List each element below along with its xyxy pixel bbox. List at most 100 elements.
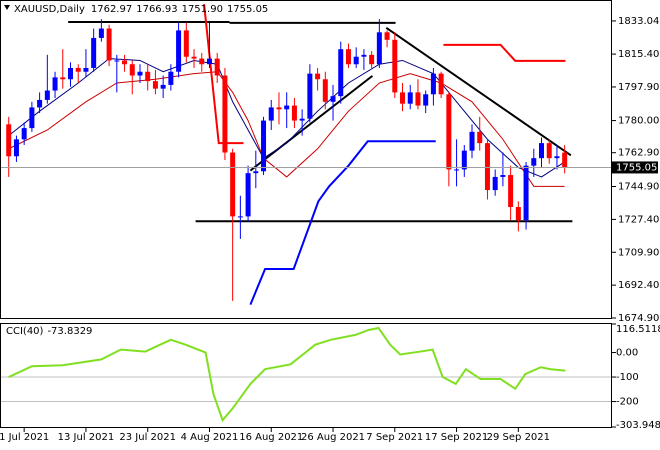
candle-body bbox=[191, 56, 197, 59]
candle-body bbox=[492, 176, 498, 191]
x-tick-label: 23 Jul 2021 bbox=[119, 432, 176, 443]
indicator-line bbox=[8, 71, 565, 187]
candle-body bbox=[114, 60, 120, 62]
x-tick-label: 7 Sep 2021 bbox=[366, 432, 423, 443]
indicator-line bbox=[203, 4, 244, 145]
candle-body bbox=[500, 175, 506, 177]
candle-body bbox=[276, 107, 282, 110]
candle-body bbox=[392, 39, 398, 93]
candle-body bbox=[539, 143, 545, 159]
price-plot bbox=[1, 4, 611, 306]
y-tick-label: -303.9481 bbox=[616, 420, 660, 431]
y-tick-label: 1692.40 bbox=[618, 280, 659, 291]
candle-body bbox=[44, 90, 50, 100]
candle-body bbox=[531, 158, 537, 166]
last-price-label: 1755.05 bbox=[616, 162, 657, 173]
chart-title: XAUUSD,Daily bbox=[14, 4, 85, 15]
main-frame bbox=[0, 0, 612, 319]
trendline bbox=[249, 75, 374, 172]
x-tick-label: 1 Jul 2021 bbox=[0, 432, 49, 443]
labels: 1833.04 1815.40 1797.90 1780.00 1762.90 1744.… bbox=[0, 4, 660, 443]
candle-body bbox=[106, 28, 112, 61]
candle-body bbox=[145, 71, 151, 82]
y-tick-label: 1762.90 bbox=[618, 148, 659, 159]
candle-body bbox=[384, 32, 390, 40]
candle-body bbox=[168, 71, 174, 85]
candle-body bbox=[400, 92, 406, 104]
candle-body bbox=[261, 120, 267, 172]
cci-value: -73.8329 bbox=[47, 326, 92, 337]
candle-body bbox=[222, 75, 228, 153]
candle-body bbox=[438, 73, 444, 95]
x-tick-label: 13 Jul 2021 bbox=[58, 432, 115, 443]
candle-body bbox=[515, 206, 521, 221]
y-tick-label: 1744.90 bbox=[618, 182, 659, 193]
candle-body bbox=[322, 79, 328, 102]
y-tick-label: 0.00 bbox=[616, 348, 638, 359]
cci-plot bbox=[1, 326, 611, 423]
candle-body bbox=[338, 49, 344, 97]
candle-body bbox=[546, 143, 552, 159]
candle-body bbox=[430, 73, 436, 95]
ohlc-label: 1755.05 bbox=[227, 4, 268, 15]
candle-body bbox=[6, 124, 12, 157]
candle-body bbox=[345, 49, 351, 65]
candle-body bbox=[291, 105, 297, 121]
candle-body bbox=[307, 73, 313, 119]
candle-body bbox=[484, 143, 490, 191]
trendline bbox=[385, 26, 572, 157]
candle-body bbox=[152, 81, 158, 89]
candle-body bbox=[245, 173, 251, 217]
candle-body bbox=[98, 28, 104, 38]
x-tick-label: 4 Aug 2021 bbox=[181, 432, 239, 443]
candle-body bbox=[137, 71, 143, 76]
candle-body bbox=[461, 150, 467, 170]
candle-body bbox=[284, 105, 290, 110]
candle-body bbox=[60, 77, 66, 80]
candle-body bbox=[376, 32, 382, 65]
candle-body bbox=[199, 58, 205, 65]
candle-body bbox=[315, 73, 321, 80]
cci-line bbox=[8, 326, 566, 423]
indicator-line bbox=[249, 140, 436, 306]
candle-body bbox=[29, 107, 35, 129]
y-tick-label: 1709.90 bbox=[618, 247, 659, 258]
x-tick-label: 16 Aug 2021 bbox=[239, 432, 303, 443]
candle-body bbox=[52, 77, 58, 91]
candle-body bbox=[21, 128, 27, 140]
y-tick-label: 1727.40 bbox=[618, 214, 659, 225]
candle-body bbox=[230, 152, 236, 217]
y-tick-label: -100 bbox=[616, 372, 639, 383]
plot-area bbox=[1, 4, 611, 306]
y-tick-label: 1780.00 bbox=[618, 116, 659, 127]
candle-body bbox=[75, 67, 81, 72]
candle-body bbox=[469, 131, 475, 151]
candle-body bbox=[67, 67, 73, 80]
last-price-box bbox=[612, 161, 658, 174]
ohlc-label: 1766.93 bbox=[136, 4, 177, 15]
candle-body bbox=[454, 169, 460, 171]
candle-body bbox=[129, 64, 135, 76]
y-tick-label: 1815.40 bbox=[618, 49, 659, 60]
candle-body bbox=[176, 30, 182, 72]
candle-body bbox=[415, 92, 421, 106]
candle-body bbox=[423, 94, 429, 106]
candle-body bbox=[523, 165, 529, 221]
candle-body bbox=[160, 84, 166, 89]
candle-body bbox=[83, 67, 89, 72]
header-icon bbox=[4, 5, 10, 10]
candle-body bbox=[369, 54, 375, 65]
y-tick-label: -200 bbox=[616, 397, 639, 408]
candle-body bbox=[330, 96, 336, 102]
x-tick-label: 26 Aug 2021 bbox=[301, 432, 365, 443]
candle-body bbox=[237, 216, 243, 218]
ohlc-label: 1751.90 bbox=[182, 4, 223, 15]
candle-body bbox=[214, 58, 220, 76]
cci-frame bbox=[0, 323, 612, 428]
candle-body bbox=[446, 94, 452, 170]
candle-body bbox=[268, 107, 274, 121]
candle-body bbox=[253, 171, 259, 174]
candle-body bbox=[361, 54, 367, 57]
x-tick-label: 29 Sep 2021 bbox=[487, 432, 550, 443]
candle-body bbox=[554, 156, 560, 159]
